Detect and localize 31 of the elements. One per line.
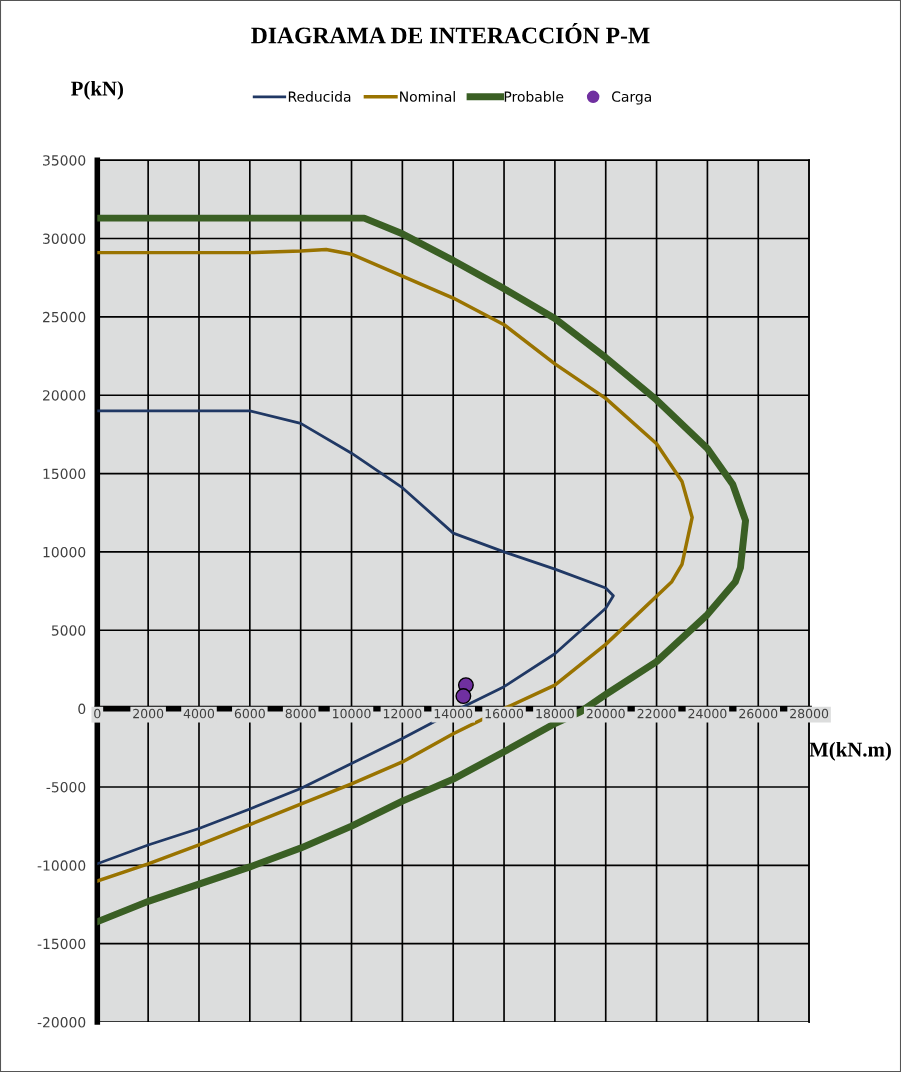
x-tick-label: 4000 bbox=[183, 708, 215, 719]
y-tick-label: -5000 bbox=[46, 781, 86, 793]
chart-title: DIAGRAMA DE INTERACCIÓN P-M bbox=[251, 23, 650, 44]
y-tick-label: 10000 bbox=[43, 546, 86, 558]
y-tick-label: 35000 bbox=[43, 155, 86, 166]
y-tick-label: 30000 bbox=[43, 233, 86, 244]
x-tick-label: 6000 bbox=[234, 708, 265, 719]
x-tick-label: 0 bbox=[94, 708, 101, 719]
y-tick-label: 25000 bbox=[43, 311, 86, 323]
x-tick-label: 12000 bbox=[383, 708, 422, 719]
legend-label: Reducida bbox=[288, 91, 351, 102]
y-tick-label: -10000 bbox=[37, 860, 86, 871]
y-tick-label: -20000 bbox=[37, 1017, 86, 1028]
x-tick-label: 18000 bbox=[536, 708, 574, 719]
y-tick-label: 15000 bbox=[43, 468, 86, 480]
x-tick-label: 8000 bbox=[285, 708, 316, 719]
x-tick-label: 22000 bbox=[637, 708, 676, 719]
x-tick-label: 16000 bbox=[485, 708, 524, 719]
y-tick-label: 20000 bbox=[43, 390, 86, 401]
legend-label: Carga bbox=[612, 91, 651, 105]
legend-label: Nominal bbox=[400, 91, 455, 102]
y-tick-label: 5000 bbox=[51, 625, 86, 636]
x-tick-label: 24000 bbox=[688, 708, 727, 719]
x-tick-label: 26000 bbox=[739, 708, 778, 719]
x-tick-label: 2000 bbox=[133, 708, 164, 719]
y-axis-title: P(kN) bbox=[71, 80, 124, 100]
x-tick-label: 20000 bbox=[586, 708, 625, 719]
legend-label: Probable bbox=[504, 91, 564, 102]
x-tick-label: 28000 bbox=[790, 708, 829, 719]
y-tick-label: -15000 bbox=[37, 938, 86, 950]
x-tick-label: 10000 bbox=[333, 708, 371, 719]
